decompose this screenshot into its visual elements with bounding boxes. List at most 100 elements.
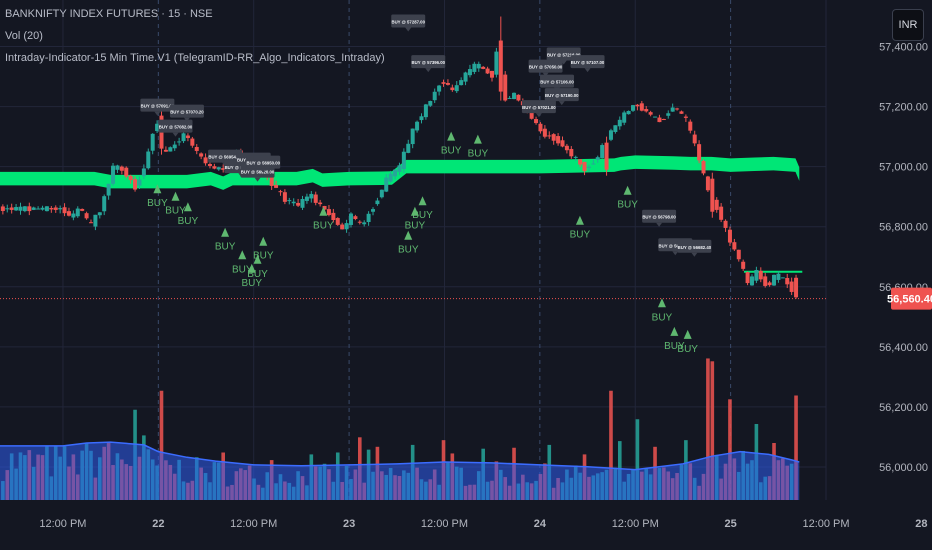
candle-body	[661, 119, 666, 121]
candle-body	[371, 209, 376, 212]
buy-arrow-15	[623, 185, 632, 195]
candle-body	[582, 161, 587, 172]
candle-body	[485, 68, 490, 74]
buy-arrow-11	[418, 196, 427, 206]
buy-text-18: BUY	[677, 344, 698, 355]
candle-body	[221, 168, 226, 170]
candle-body	[692, 134, 697, 144]
candle-body	[794, 277, 799, 298]
candle-body	[335, 218, 340, 225]
y-tick-label: 56,800.00	[879, 222, 928, 234]
candle-body	[631, 105, 636, 111]
candle-body	[278, 191, 283, 193]
x-tick-label: 24	[534, 518, 547, 530]
candle-body	[472, 63, 477, 72]
last-price-tag: 56,560.40	[0, 287, 932, 310]
candle-body	[578, 159, 583, 165]
candle-body	[644, 109, 649, 112]
buy-arrow-8	[319, 206, 328, 216]
buy-label-box	[158, 119, 193, 133]
x-tick-label: 22	[152, 518, 164, 530]
buy-label-box	[544, 88, 579, 102]
candle-body	[608, 130, 613, 140]
candle-body	[300, 198, 305, 208]
candle-body	[366, 213, 371, 223]
candle-body	[538, 123, 543, 132]
candle-body	[503, 74, 508, 101]
buy-label-pointer	[542, 72, 549, 77]
candle-body	[216, 167, 221, 170]
candle-body	[124, 167, 129, 177]
candle-body	[88, 222, 93, 224]
candle-body	[666, 113, 671, 116]
x-tick-label: 23	[343, 518, 355, 530]
volume-legend[interactable]: Vol (20)	[5, 30, 43, 42]
buy-label-7: BUY @ 56950.00	[246, 155, 281, 173]
price-axis[interactable]: 57,400.0057,200.0057,000.0056,800.0056,6…	[879, 42, 928, 474]
candle-body	[379, 189, 384, 198]
candle-body	[75, 208, 80, 217]
buy-label-text: BUY @ 57070.20	[170, 110, 204, 115]
candle-body	[701, 161, 706, 174]
candle-body	[53, 207, 58, 210]
buy-arrow-7	[259, 236, 268, 246]
candle-body	[675, 108, 680, 110]
y-tick-label: 57,200.00	[879, 102, 928, 114]
buy-label-box	[642, 209, 677, 223]
buy-label-text: BUY @ 56682.40	[678, 245, 712, 250]
time-axis[interactable]: 12:00 PM 22 12:00 PM 23 12:00 PM 24 12:00 PM 25…	[39, 518, 927, 530]
buy-label-text: BUY @ 57050.00	[529, 65, 563, 70]
candle-body	[415, 121, 420, 131]
candle-body	[44, 206, 49, 212]
candle-body	[348, 213, 353, 225]
candle-body	[353, 216, 358, 219]
candle-body	[489, 70, 494, 78]
candle-body	[595, 157, 600, 160]
x-tick-label: 12:00 PM	[421, 518, 468, 530]
currency-button[interactable]: INR	[892, 9, 924, 41]
buy-text-11: BUY	[412, 210, 433, 221]
buy-label-13: BUY @ 57050.00	[528, 59, 563, 77]
candle-body	[111, 165, 116, 184]
candle-body	[172, 144, 177, 149]
candle-body	[282, 192, 287, 202]
candle-body	[688, 121, 693, 131]
candle-body	[322, 205, 327, 210]
buy-label-pointer	[691, 252, 698, 257]
candle-body	[84, 213, 89, 219]
volume-bar	[794, 395, 798, 500]
candle-body	[780, 277, 785, 279]
buy-label-text: BUY @ 57091.00	[141, 104, 175, 109]
buy-text-7: BUY	[253, 251, 274, 262]
buy-arrow-14	[575, 215, 584, 225]
buy-arrow-17	[670, 326, 679, 336]
candle-body	[767, 282, 772, 286]
y-tick-label: 57,000.00	[879, 162, 928, 174]
indicator-legend[interactable]: Intraday-Indicator-15 Min Time.V1 (Teleg…	[5, 52, 385, 64]
candle-body	[423, 104, 428, 118]
candle-body	[639, 103, 644, 111]
candle-body	[463, 72, 468, 82]
candle-body	[384, 177, 389, 192]
buy-label-text: BUY @ 56798.00	[642, 215, 676, 220]
y-tick-label: 56,200.00	[879, 402, 928, 414]
buy-label-text: BUY @ 57396.00	[412, 60, 446, 65]
last-price-label: 56,560.40	[887, 294, 932, 306]
candle-body	[344, 223, 349, 230]
buy-label-text: BUY @ 57106.00	[540, 80, 574, 85]
buy-label-text: BUY @ 57287.00	[391, 20, 425, 25]
candle-body	[331, 212, 336, 221]
symbol-legend[interactable]: BANKNIFTY INDEX FUTURES · 15 · NSE	[5, 8, 213, 20]
candle-body	[313, 194, 318, 203]
candle-body	[542, 128, 547, 137]
volume-pane	[0, 358, 800, 500]
candle-body	[551, 134, 556, 141]
candle-body	[62, 207, 67, 214]
candle-body	[49, 208, 54, 210]
buy-labels: BUY @ 57091.00 BUY @ 57082.00 BUY @ 57070.…	[140, 14, 712, 257]
buy-label-text: BUY @ 57107.00	[571, 60, 605, 65]
candle-body	[388, 173, 393, 182]
candle-body	[432, 91, 437, 101]
candle-body	[604, 142, 609, 170]
